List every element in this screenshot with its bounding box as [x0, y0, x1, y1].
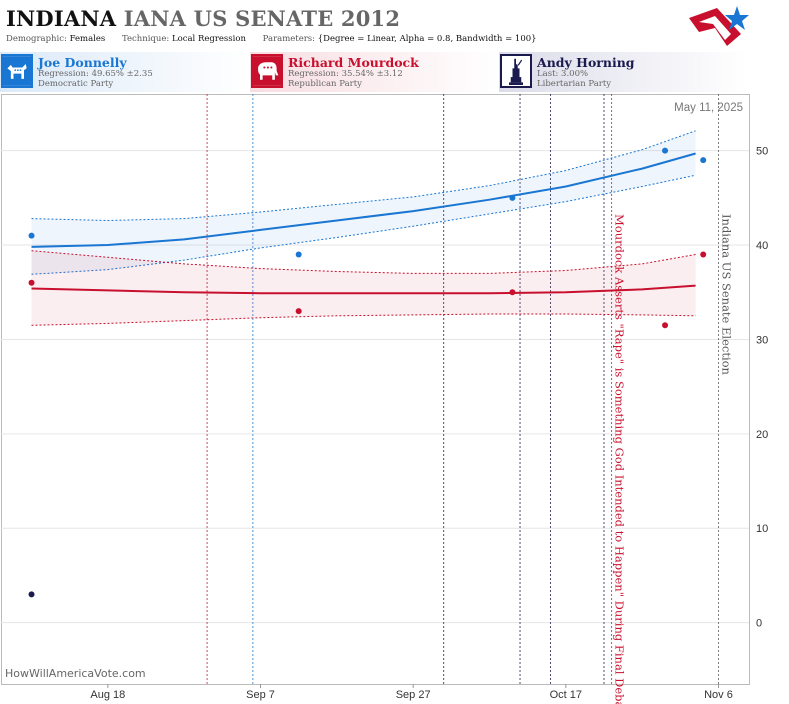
- technique-label: Technique:: [121, 34, 170, 44]
- plot-frame: [1, 94, 750, 685]
- liberty-statue-icon: [500, 54, 532, 88]
- confidence-band: [31, 250, 696, 326]
- poll-point: [28, 279, 35, 286]
- technique-value: Local Regression: [171, 34, 246, 44]
- candidate-stat: Regression: 49.65% ±2.35: [38, 69, 153, 79]
- date-stamp: May 11, 2025: [674, 102, 743, 114]
- candidate-card-democrat[interactable]: Joe Donnelly Regression: 49.65% ±2.35 De…: [0, 52, 249, 92]
- site-logo-icon[interactable]: [687, 4, 749, 48]
- upper-bound-line: [31, 250, 696, 274]
- candidate-name: Richard Mourdock: [288, 55, 419, 70]
- page-title: INDIANA IANA US SENATE 2012: [6, 6, 400, 31]
- y-tick-label: 40: [756, 240, 768, 252]
- title-race: IANA US SENATE 2012: [123, 6, 401, 31]
- donkey-icon: [1, 54, 33, 88]
- event-annotation: Mourdock Asserts "Rape" is Something God…: [613, 214, 627, 704]
- poll-point: [295, 308, 302, 315]
- x-tick-label: Aug 18: [90, 689, 125, 701]
- elephant-icon: [251, 54, 283, 88]
- candidate-card-republican[interactable]: Richard Mourdock Regression: 35.54% ±3.1…: [250, 52, 499, 92]
- parameters-value: {Degree = Linear, Alpha = 0.8, Bandwidth…: [317, 34, 537, 44]
- candidate-party: Republican Party: [288, 79, 362, 89]
- poll-point: [700, 157, 707, 164]
- demographic-label: Demographic:: [6, 34, 67, 44]
- title-state: INDIANA: [6, 6, 117, 31]
- y-tick-label: 10: [756, 523, 768, 535]
- demographic-value: Females: [69, 34, 106, 44]
- lower-bound-line: [31, 313, 696, 326]
- trend-line: [31, 152, 696, 248]
- poll-point: [509, 194, 516, 201]
- y-tick-label: 50: [756, 146, 768, 158]
- candidate-bar: Joe Donnelly Regression: 49.65% ±2.35 De…: [0, 52, 749, 92]
- upper-bound-line: [31, 130, 696, 222]
- parameters-line: Demographic: Females Technique: Local Re…: [6, 34, 551, 44]
- parameters-label: Parameters:: [262, 34, 316, 44]
- x-tick-label: Sep 7: [246, 689, 275, 701]
- poll-point: [700, 251, 707, 258]
- poll-point: [295, 251, 302, 258]
- y-tick-label: 30: [756, 334, 768, 346]
- poll-point: [662, 322, 669, 329]
- x-tick-label: Sep 27: [396, 689, 431, 701]
- poll-point: [662, 147, 669, 154]
- poll-point: [509, 289, 516, 296]
- event-annotation: Indiana US Senate Election: [719, 214, 733, 376]
- header: INDIANA IANA US SENATE 2012 Demographic:…: [0, 0, 749, 48]
- poll-point: [28, 591, 35, 598]
- trend-line: [31, 284, 696, 295]
- poll-point: [28, 232, 35, 239]
- candidate-name: Joe Donnelly: [38, 55, 127, 70]
- candidate-name: Andy Horning: [537, 55, 635, 70]
- x-tick-label: Oct 17: [550, 689, 582, 701]
- y-tick-label: 20: [756, 429, 768, 441]
- candidate-party: Libertarian Party: [537, 79, 612, 89]
- candidate-card-libertarian[interactable]: Andy Horning Last: 3.00% Libertarian Par…: [499, 52, 748, 92]
- candidate-stat: Last: 3.00%: [537, 69, 589, 79]
- candidate-stat: Regression: 35.54% ±3.12: [288, 69, 403, 79]
- y-tick-label: 0: [756, 618, 762, 630]
- x-tick-label: Nov 6: [704, 689, 733, 701]
- footer-site[interactable]: HowWillAmericaVote.com: [5, 667, 146, 680]
- candidate-party: Democratic Party: [38, 79, 114, 89]
